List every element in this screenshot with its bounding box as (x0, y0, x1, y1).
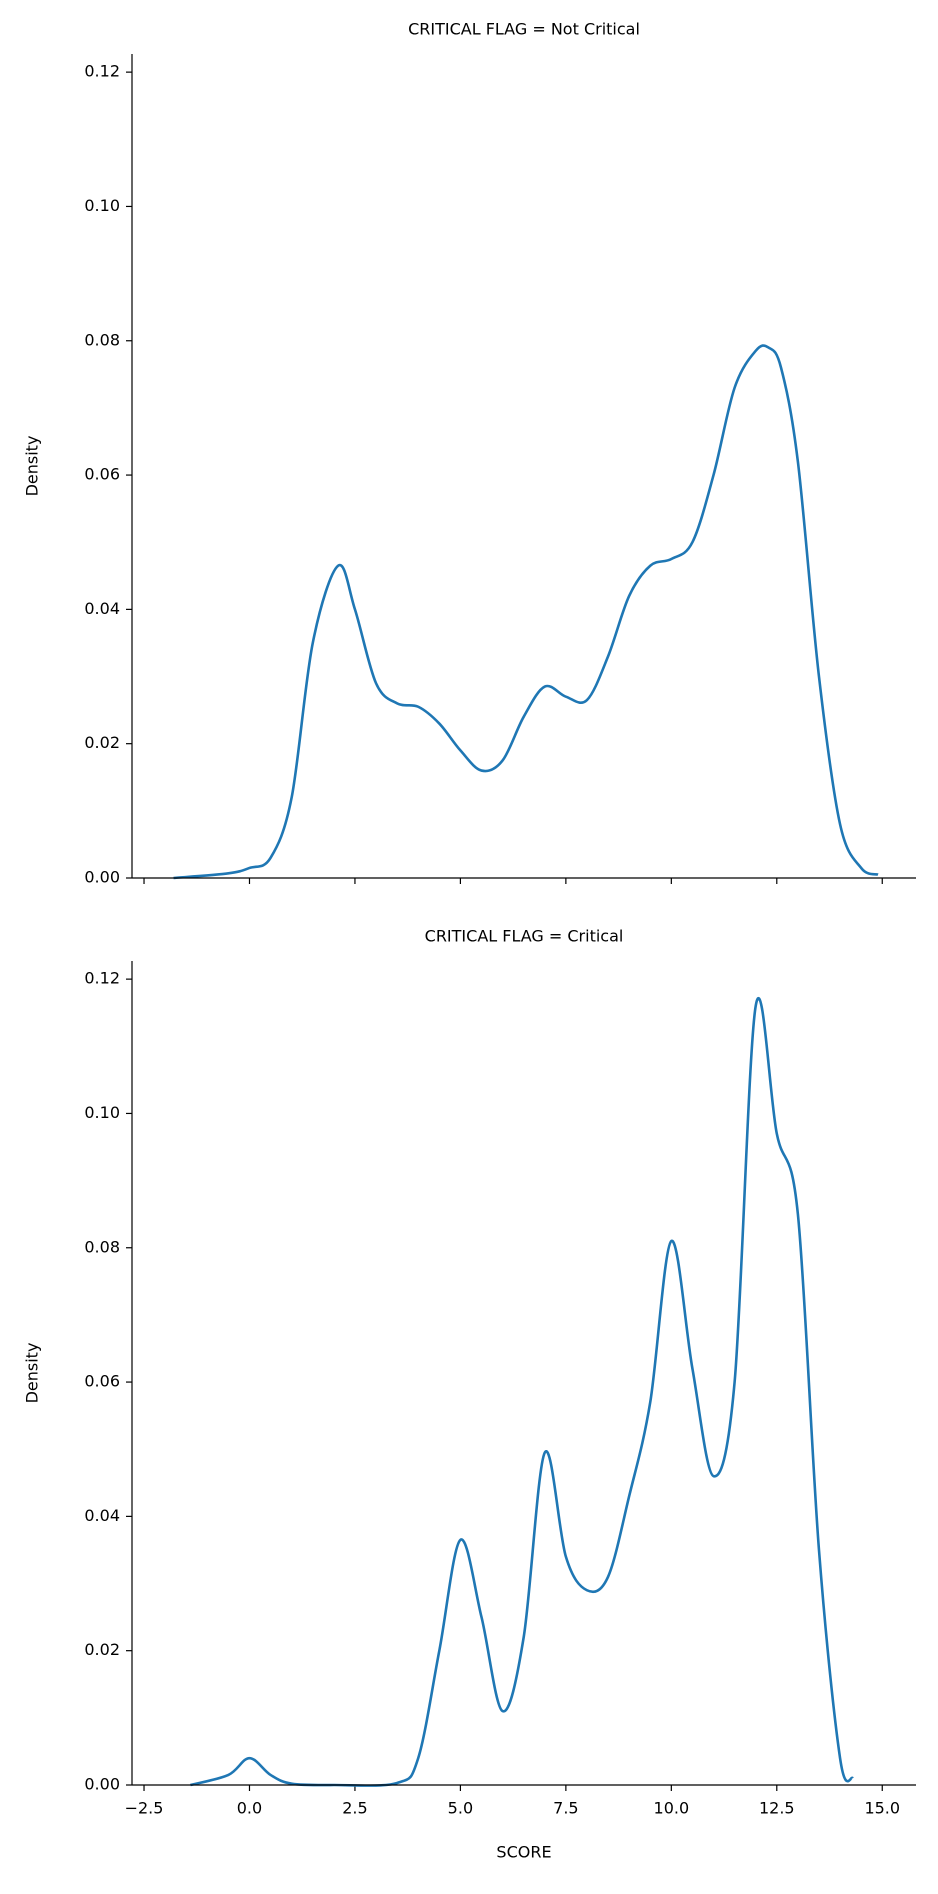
y-axis-label: Density (23, 436, 42, 497)
x-tick-label: 10.0 (654, 1799, 690, 1818)
y-tick-label: 0.06 (84, 465, 120, 484)
density-line (173, 344, 879, 880)
y-tick-label: 0.04 (84, 1506, 120, 1525)
x-tick-label: 7.5 (553, 1799, 578, 1818)
y-tick-label: 0.10 (84, 1103, 120, 1122)
x-tick-label: 2.5 (342, 1799, 367, 1818)
density-line (190, 996, 854, 1787)
y-tick-label: 0.04 (84, 599, 120, 618)
y-tick-label: 0.12 (84, 969, 120, 988)
y-tick-label: 0.06 (84, 1372, 120, 1391)
y-axis-label: Density (23, 1343, 42, 1404)
x-tick-label: −2.5 (125, 1799, 164, 1818)
y-tick-label: 0.12 (84, 62, 120, 81)
y-tick-label: 0.00 (84, 868, 120, 887)
panel-title: CRITICAL FLAG = Critical (425, 927, 624, 946)
y-tick-label: 0.02 (84, 1640, 120, 1659)
x-tick-label: 12.5 (759, 1799, 795, 1818)
x-tick-label: 0.0 (237, 1799, 262, 1818)
y-tick-label: 0.08 (84, 1237, 120, 1256)
y-tick-label: 0.00 (84, 1775, 120, 1794)
y-tick-label: 0.02 (84, 733, 120, 752)
panel-title: CRITICAL FLAG = Not Critical (408, 20, 640, 39)
y-tick-label: 0.08 (84, 330, 120, 349)
x-axis-label: SCORE (496, 1843, 551, 1862)
y-tick-label: 0.10 (84, 196, 120, 215)
x-tick-label: 5.0 (448, 1799, 473, 1818)
x-tick-label: 15.0 (864, 1799, 900, 1818)
